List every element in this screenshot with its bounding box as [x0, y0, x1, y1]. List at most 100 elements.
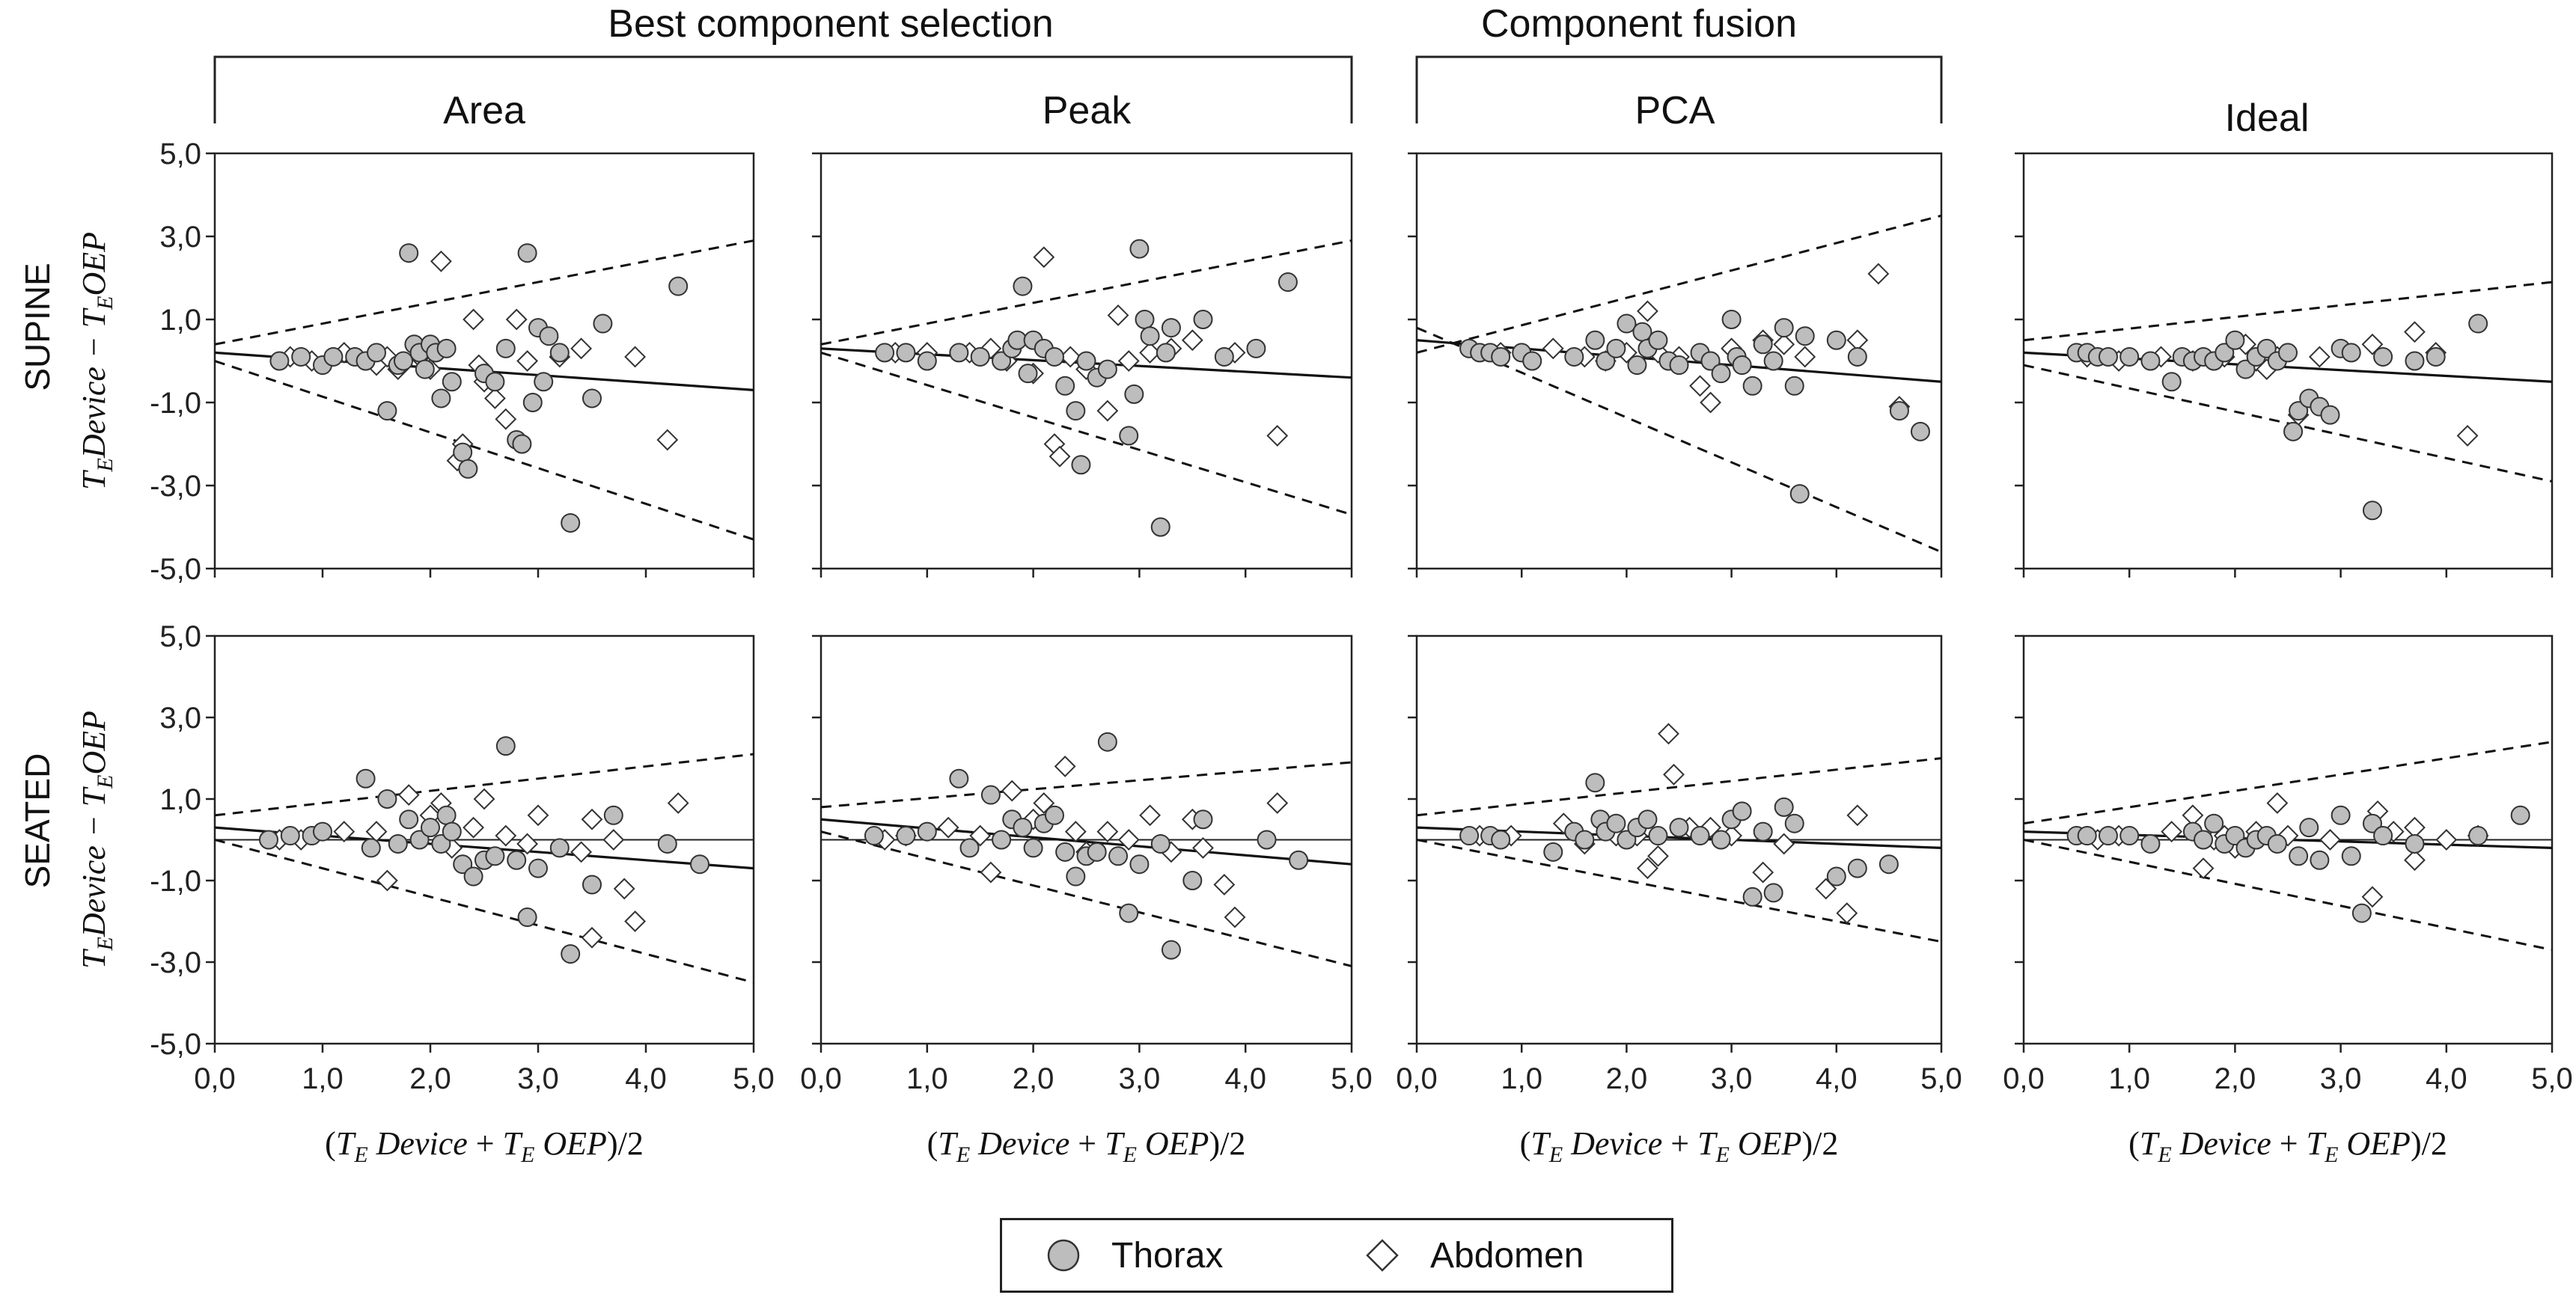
col-title-pca: PCA [1635, 89, 1715, 132]
thorax-point [1763, 351, 1783, 371]
thorax-point [436, 805, 457, 825]
thorax-point [1129, 854, 1150, 875]
thorax-point [528, 858, 548, 878]
bracket-component-fusion [1415, 55, 1943, 123]
abdomen-diamond-icon [1366, 1239, 1399, 1272]
plot-area [215, 239, 754, 541]
thorax-point [2310, 850, 2330, 870]
abdomen-point [1794, 346, 1816, 368]
abdomen-point [397, 784, 420, 806]
thorax-point [1638, 809, 1658, 830]
thorax-point [1795, 326, 1815, 346]
thorax-point [1156, 343, 1176, 363]
thorax-point [1459, 826, 1480, 846]
abdomen-point [1663, 763, 1685, 786]
thorax-point [1129, 239, 1150, 259]
abdomen-point [2361, 886, 2384, 908]
thorax-point [1055, 376, 1075, 396]
x-tick-label: 2,0 [1013, 1062, 1054, 1095]
thorax-point [1690, 826, 1710, 846]
x-tick-label: 4,0 [625, 1062, 667, 1095]
thorax-point [1246, 338, 1266, 358]
y-tick-label: -3,0 [150, 470, 201, 503]
thorax-point [1214, 346, 1234, 367]
abdomen-point [1054, 755, 1076, 777]
thorax-point [896, 343, 916, 363]
thorax-point [313, 821, 332, 842]
thorax-point [436, 338, 457, 358]
thorax-point [917, 821, 937, 842]
loa-upper-line [821, 239, 1352, 346]
thorax-point [582, 875, 602, 895]
thorax-point [1257, 830, 1277, 850]
x-tick-label: 1,0 [2108, 1062, 2150, 1095]
thorax-point [485, 372, 505, 392]
thorax-point [1826, 330, 1846, 350]
y-axis-label: TEDevice − TEOEP [76, 711, 117, 969]
thorax-point [896, 826, 916, 846]
thorax-point [1742, 887, 1762, 907]
abdomen-point [2404, 321, 2426, 343]
abdomen-point [1647, 845, 1669, 867]
x-tick-label: 3,0 [1711, 1062, 1753, 1095]
thorax-point [1066, 401, 1086, 421]
thorax-point [280, 826, 300, 846]
abdomen-point [1542, 337, 1564, 360]
y-tick-label: 3,0 [159, 221, 201, 254]
abdomen-point [570, 841, 593, 863]
thorax-point [1013, 276, 1033, 296]
thorax-point [2299, 818, 2319, 838]
thorax-point [1669, 355, 1689, 376]
thorax-point [409, 830, 430, 850]
thorax-point [2289, 401, 2309, 421]
x-tick-label: 2,0 [409, 1062, 451, 1095]
x-tick-label: 4,0 [2426, 1062, 2467, 1095]
abdomen-point [624, 346, 647, 368]
thorax-point [603, 805, 623, 825]
abdomen-point [333, 821, 355, 843]
abdomen-point [1658, 723, 1679, 745]
thorax-point [1522, 351, 1542, 371]
y-axis-label: TEDevice − TEOEP [76, 232, 117, 490]
abdomen-point [1836, 902, 1858, 925]
thorax-point [992, 830, 1012, 850]
abdomen-point [2435, 829, 2458, 851]
thorax-point [1023, 838, 1043, 858]
loa-lower-line [215, 360, 754, 541]
thorax-point [949, 768, 969, 789]
y-tick-label: 5,0 [159, 138, 201, 171]
thorax-point [2405, 351, 2425, 371]
panel-seated-peak: 0,0 1,0 2,0 3,0 4,0 5,0 (TE Device + TE OEP)/2 [800, 634, 1373, 1167]
thorax-point [507, 850, 527, 870]
thorax-point [1135, 310, 1155, 329]
x-tick-label: 3,0 [1119, 1062, 1161, 1095]
thorax-point [2140, 351, 2161, 371]
thorax-point [2468, 826, 2488, 846]
thorax-point [1543, 842, 1563, 862]
abdomen-point [1117, 829, 1140, 851]
abdomen-point [473, 788, 495, 810]
y-tick-label: 3,0 [159, 702, 201, 735]
abdomen-point [1049, 445, 1071, 468]
thorax-point [1753, 334, 1773, 355]
thorax-point [864, 826, 884, 846]
thorax-point [323, 346, 344, 367]
thorax-point [2331, 805, 2351, 825]
x-tick-label: 4,0 [1816, 1062, 1858, 1095]
x-tick-label: 5,0 [2531, 1062, 2573, 1095]
abdomen-point [624, 910, 647, 932]
thorax-point [1182, 871, 1203, 890]
thorax-point [442, 372, 462, 392]
thorax-point [2161, 372, 2182, 392]
thorax-point [1847, 858, 1867, 878]
abdomen-point [1700, 391, 1721, 414]
thorax-point [1784, 813, 1804, 833]
loa-lower-line [821, 351, 1352, 516]
abdomen-point [1064, 821, 1087, 843]
panel-supine-area: -5,0 -3,0 -1,0 1,0 3,0 5,0 TEDevice − TEOEP [76, 138, 755, 586]
thorax-point [442, 821, 462, 842]
x-tick-label: 2,0 [2215, 1062, 2256, 1095]
abdomen-point [2161, 821, 2183, 843]
